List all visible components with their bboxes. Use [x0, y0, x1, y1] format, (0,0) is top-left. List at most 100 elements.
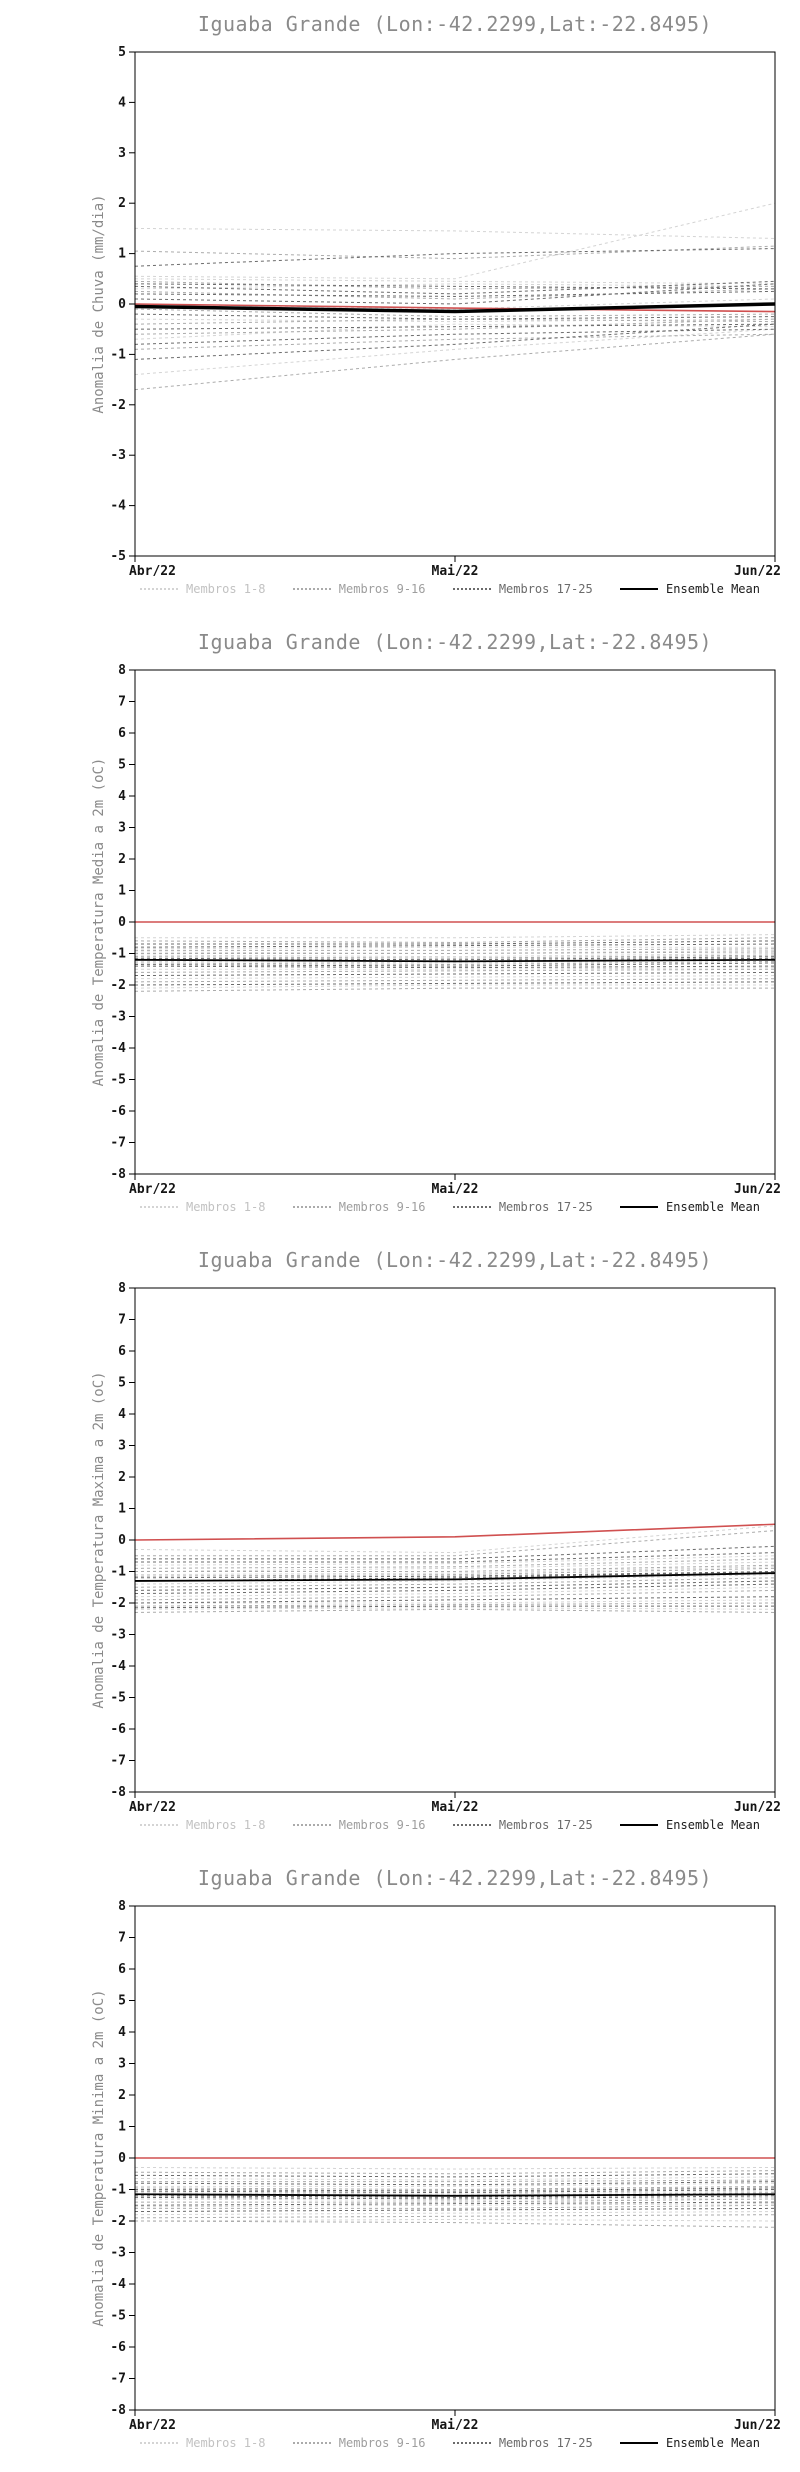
x-tick-label: Abr/22 — [129, 564, 176, 579]
member-line — [134, 280, 776, 290]
y-tick-label: -4 — [110, 499, 126, 514]
legend-item-membros-9-16: Membros 9-16 — [292, 1818, 426, 1832]
ensemble-mean-line — [134, 2193, 776, 2197]
x-axis: Abr/22 Mai/22 Jun/22 — [129, 1174, 781, 1197]
member-line — [135, 1564, 776, 1572]
membros-9-16-line-sample-icon — [292, 2442, 331, 2444]
ensemble-mean-line-sample-icon — [620, 588, 659, 590]
member-line — [134, 328, 776, 376]
member-line — [134, 328, 776, 345]
ensemble-mean-line — [134, 958, 776, 963]
legend-item-ensemble-mean: Ensemble Mean — [620, 1200, 760, 1214]
member-line — [134, 1589, 776, 1601]
member-line — [134, 962, 776, 967]
y-axis: -8 -7 -6 -5 -4 -3 -2 -1 0 1 2 3 4 5 6 7 8 — [110, 663, 135, 1182]
membros-9-16-line-sample-icon — [292, 588, 331, 590]
member-line — [134, 2190, 776, 2195]
member-line — [134, 2170, 776, 2175]
member-line — [135, 2204, 776, 2209]
chart-plot-mean-temp: -8 -7 -6 -5 -4 -3 -2 -1 0 1 2 3 4 5 6 7 8 Abr/22 Mai/22 Jun… — [110, 663, 781, 1197]
ensemble-mean-line-sample-icon — [620, 1824, 659, 1826]
y-tick-label: 4 — [118, 1407, 126, 1422]
legend-item-membros-17-25: Membros 17-25 — [452, 1200, 593, 1214]
membros-17-25-line-sample-icon — [452, 2442, 491, 2444]
y-tick-label: 0 — [118, 1533, 126, 1548]
member-line — [134, 981, 776, 986]
chart-title: Iguaba Grande (Lon:-42.2299,Lat:-22.8495… — [197, 12, 713, 36]
member-line — [134, 978, 776, 983]
legend-item-membros-1-8: Membros 1-8 — [140, 582, 265, 596]
y-axis-label: Anomalia de Temperatura Maxima a 2m (oC) — [91, 1371, 107, 1709]
y-axis: -5 -4 -3 -2 -1 0 1 2 3 4 5 — [110, 45, 135, 564]
members-group_1_8 — [134, 2166, 776, 2222]
y-tick-label: -6 — [110, 2340, 126, 2355]
members-group_17_25 — [134, 248, 776, 360]
legend-label: Membros 1-8 — [186, 582, 266, 596]
members-group_9_16 — [134, 937, 776, 992]
member-line — [135, 1599, 776, 1604]
member-line — [135, 1552, 776, 1563]
membros-9-16-line-sample-icon — [292, 1206, 331, 1208]
x-tick-label: Mai/22 — [432, 1182, 479, 1197]
y-tick-label: 4 — [118, 2025, 126, 2040]
ensemble-mean-line-sample-icon — [620, 1206, 659, 1208]
y-tick-label: 1 — [118, 2120, 126, 2135]
member-line — [134, 1608, 776, 1613]
y-tick-label: -2 — [110, 1596, 126, 1611]
member-line — [135, 967, 776, 970]
y-tick-label: 3 — [118, 146, 126, 161]
legend-label: Membros 17-25 — [498, 582, 593, 596]
member-line — [134, 1607, 776, 1610]
member-line — [134, 318, 776, 335]
member-line — [134, 1583, 776, 1595]
y-tick-label: -5 — [110, 549, 126, 564]
y-tick-label: 2 — [118, 852, 126, 867]
membros-1-8-line-sample-icon — [140, 588, 178, 590]
x-axis: Abr/22 Mai/22 Jun/22 — [129, 2410, 781, 2433]
member-line — [134, 965, 776, 969]
member-line — [134, 1586, 776, 1598]
member-line — [135, 2182, 776, 2187]
legend-item-membros-1-8: Membros 1-8 — [140, 1200, 265, 1214]
y-tick-label: 6 — [118, 726, 126, 741]
y-tick-label: 5 — [118, 1376, 126, 1391]
member-line — [134, 1574, 776, 1585]
reference-line — [134, 1523, 776, 1541]
chart-title: Iguaba Grande (Lon:-42.2299,Lat:-22.8495… — [197, 1248, 713, 1272]
legend-item-membros-9-16: Membros 9-16 — [292, 582, 426, 596]
y-tick-label: -8 — [110, 1785, 126, 1800]
membros-1-8-line-sample-icon — [140, 1206, 178, 1208]
member-line — [134, 1580, 776, 1591]
chart-plot-rain: -5 -4 -3 -2 -1 0 1 2 3 4 5 Abr/22 Mai/22 Jun/22 — [110, 45, 781, 579]
member-line — [134, 1602, 776, 1607]
y-tick-label: 8 — [118, 1899, 126, 1914]
member-line — [134, 1571, 776, 1582]
chart-section-mean-temp-anomaly: -8 -7 -6 -5 -4 -3 -2 -1 0 1 2 3 4 5 6 7 8 Abr/22 Mai/22 Jun… — [0, 618, 800, 1236]
member-line — [135, 2198, 776, 2203]
member-line — [134, 298, 776, 310]
member-line — [134, 308, 776, 318]
chart-section-rain-anomaly: -5 -4 -3 -2 -1 0 1 2 3 4 5 Abr/22 Mai/22 Jun/22 Iguab… — [0, 0, 800, 618]
member-line — [134, 937, 776, 943]
member-line — [134, 2203, 776, 2208]
chart-title: Iguaba Grande (Lon:-42.2299,Lat:-22.8495… — [197, 1866, 713, 1890]
member-line — [134, 2201, 776, 2206]
member-line — [134, 2214, 776, 2219]
member-line — [134, 2195, 776, 2200]
member-line — [134, 323, 776, 330]
legend-label: Membros 9-16 — [338, 582, 426, 596]
member-line — [135, 948, 776, 951]
legend-label: Membros 1-8 — [186, 1200, 266, 1214]
y-tick-label: -3 — [110, 2246, 126, 2261]
member-line — [134, 290, 776, 297]
member-line — [134, 2193, 776, 2198]
member-line — [134, 2176, 776, 2181]
chart-plot-max-temp: -8 -7 -6 -5 -4 -3 -2 -1 0 1 2 3 4 5 6 7 8 Abr/22 Mai/22 Jun… — [110, 1281, 781, 1815]
member-line — [135, 2179, 776, 2183]
y-axis-label: Anomalia de Temperatura Minima a 2m (oC) — [91, 1989, 107, 2327]
member-line — [134, 971, 776, 977]
member-line — [134, 2189, 776, 2194]
legend-label: Membros 9-16 — [338, 1818, 426, 1832]
legend-label: Ensemble Mean — [666, 2436, 760, 2450]
members-group_1_8 — [134, 202, 776, 376]
